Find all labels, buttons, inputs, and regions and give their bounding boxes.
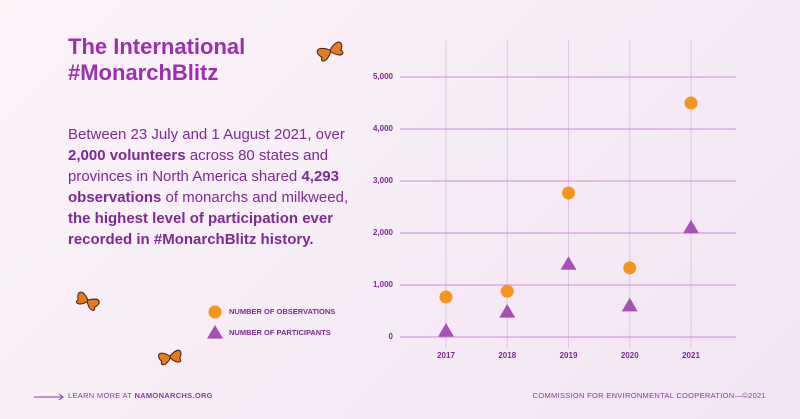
data-point <box>684 96 698 110</box>
x-tick-label: 2020 <box>621 351 639 360</box>
legend-marker <box>207 325 223 339</box>
title-line: #MonarchBlitz <box>68 60 219 85</box>
y-tick-label: 0 <box>389 332 394 341</box>
footer-arrow-head <box>58 393 64 401</box>
butterfly <box>316 41 344 62</box>
data-point <box>562 186 575 200</box>
footer-credit: COMMISSION FOR ENVIRONMENTAL COOPERATION… <box>532 391 766 400</box>
title: The International #MonarchBlitz <box>68 34 245 86</box>
y-tick-label: 2,000 <box>373 228 394 237</box>
footer-link: LEARN MORE AT NAMONARCHS.ORG <box>68 391 213 400</box>
body-text: of monarchs and milkweed, <box>161 189 349 206</box>
y-tick-label: 3,000 <box>373 176 394 185</box>
title-line: The International <box>68 34 246 59</box>
legend-label: NUMBER OF PARTICIPANTS <box>229 328 331 337</box>
legend-label: NUMBER OF OBSERVATIONS <box>229 307 335 316</box>
data-point <box>623 261 637 275</box>
data-point <box>499 304 516 318</box>
butterfly <box>75 291 100 311</box>
butterfly <box>158 349 182 366</box>
data-point <box>438 323 454 337</box>
data-point <box>560 256 577 270</box>
data-point <box>621 297 638 312</box>
highlight-text: 2,000 volunteers <box>68 147 186 164</box>
body-text: across 80 states and provinces in North … <box>68 147 329 185</box>
x-tick-label: 2017 <box>437 351 455 360</box>
y-tick-label: 4,000 <box>373 124 394 133</box>
highlight-text: 4,293 observations <box>68 168 339 206</box>
legend-marker <box>208 305 222 319</box>
footer-url[interactable]: NAMONARCHS.ORG <box>134 391 213 400</box>
highlight-text: the highest level of participation ever … <box>68 210 334 248</box>
body-text: Between 23 July and 1 August 2021, over <box>68 126 345 143</box>
data-point <box>683 219 699 234</box>
x-tick-label: 2018 <box>498 351 516 360</box>
y-tick-label: 1,000 <box>373 280 394 289</box>
data-point <box>500 284 514 298</box>
footer-text: LEARN MORE AT <box>68 391 133 400</box>
data-point <box>439 290 453 304</box>
y-tick-label: 5,000 <box>373 72 394 81</box>
summary-paragraph: Between 23 July and 1 August 2021, over … <box>68 124 368 250</box>
x-tick-label: 2019 <box>560 351 578 360</box>
x-tick-label: 2021 <box>682 351 700 360</box>
